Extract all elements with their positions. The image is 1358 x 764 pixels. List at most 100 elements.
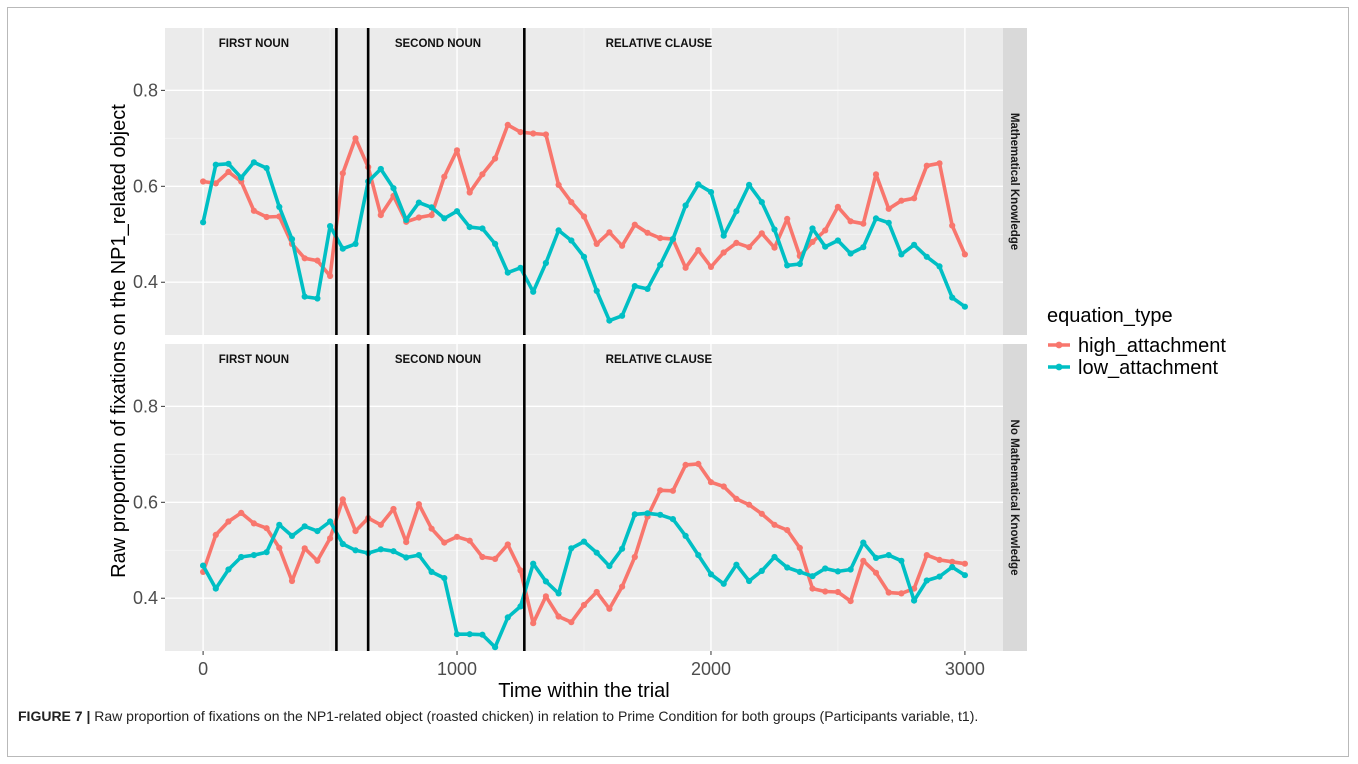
data-point	[936, 160, 943, 167]
data-point	[250, 520, 257, 527]
data-point	[428, 212, 435, 219]
data-point	[682, 202, 689, 209]
data-point	[923, 577, 930, 584]
data-point	[695, 460, 702, 467]
data-point	[936, 573, 943, 580]
data-point	[403, 539, 410, 546]
data-point	[453, 208, 461, 215]
data-point	[390, 185, 397, 192]
data-point	[936, 556, 943, 564]
region-label: FIRST NOUN	[219, 38, 289, 50]
data-point	[517, 567, 524, 574]
data-point	[834, 588, 842, 596]
data-point	[898, 251, 905, 258]
data-point	[720, 483, 727, 490]
data-point	[504, 541, 511, 548]
data-point	[872, 554, 880, 562]
data-point	[707, 571, 715, 578]
x-tick-label: 2000	[691, 659, 731, 679]
data-point	[860, 557, 867, 564]
panel-2: 0.4 0.6 0.8 FIRST NOUN SECOND NOUN RELATIVE C…	[133, 344, 1027, 679]
data-point	[746, 244, 753, 251]
data-point	[377, 521, 384, 528]
data-point	[339, 540, 346, 548]
data-point	[288, 577, 296, 585]
data-point	[542, 259, 550, 267]
data-point	[339, 496, 346, 503]
region-label: FIRST NOUN	[219, 354, 289, 366]
panel-1: 0.4 0.6 0.8 FIRST NOUN SECOND NOUN RELATIVE C…	[133, 28, 1027, 335]
y-tick-label: 0.4	[133, 588, 158, 608]
data-point	[428, 568, 435, 576]
y-tick-label: 0.6	[133, 176, 158, 196]
data-point	[530, 560, 537, 567]
data-point	[263, 549, 270, 556]
legend-marker	[1055, 363, 1063, 371]
data-point	[466, 189, 473, 196]
data-point	[327, 223, 334, 230]
data-point	[669, 236, 677, 243]
data-point	[631, 221, 638, 228]
data-point	[758, 199, 765, 206]
data-point	[288, 532, 296, 540]
data-point	[834, 568, 842, 575]
data-point	[568, 237, 575, 244]
data-point	[225, 168, 232, 175]
data-point	[212, 180, 219, 187]
data-point	[200, 562, 207, 569]
figure-caption: FIGURE 7 | Raw proportion of fixations o…	[18, 708, 1338, 724]
data-point	[872, 569, 880, 576]
data-point	[657, 235, 664, 242]
data-point	[276, 521, 283, 528]
data-point	[606, 317, 613, 324]
data-point	[657, 261, 664, 269]
data-point	[746, 501, 753, 508]
data-point	[695, 247, 702, 254]
data-point	[809, 238, 816, 245]
data-point	[847, 250, 854, 257]
data-point	[593, 588, 600, 596]
data-point	[872, 215, 880, 222]
data-point	[263, 165, 270, 172]
data-point	[834, 203, 842, 210]
data-point	[796, 260, 803, 268]
data-point	[428, 204, 435, 211]
data-point	[492, 240, 499, 247]
data-point	[606, 605, 613, 612]
data-point	[238, 553, 245, 561]
caption-text: Raw proportion of fixations on the NP1-r…	[90, 708, 979, 724]
data-point	[898, 557, 905, 564]
data-point	[479, 225, 486, 232]
data-point	[403, 216, 410, 223]
data-point	[568, 619, 575, 626]
data-point	[809, 225, 816, 232]
data-point	[288, 236, 296, 243]
data-point	[555, 613, 562, 620]
data-point	[961, 251, 969, 258]
data-point	[593, 287, 600, 294]
data-point	[492, 644, 499, 651]
data-point	[961, 572, 969, 579]
data-point	[771, 553, 778, 561]
data-point	[733, 208, 740, 215]
data-point	[733, 495, 740, 502]
data-point	[466, 224, 473, 231]
data-point	[631, 553, 638, 561]
data-point	[504, 121, 511, 128]
data-point	[669, 516, 677, 523]
data-point	[466, 631, 473, 638]
line-chart: 0.4 0.6 0.8 FIRST NOUN SECOND NOUN RELATIVE C…	[108, 28, 1226, 700]
data-point	[911, 597, 918, 604]
data-point	[644, 510, 651, 517]
data-point	[885, 589, 892, 596]
data-point	[314, 557, 321, 564]
data-point	[771, 244, 778, 251]
data-point	[250, 159, 257, 166]
data-point	[314, 295, 321, 302]
data-point	[746, 577, 753, 585]
data-point	[327, 272, 334, 280]
data-point	[796, 568, 803, 576]
data-point	[923, 162, 930, 169]
data-point	[606, 229, 613, 236]
data-point	[453, 147, 461, 154]
